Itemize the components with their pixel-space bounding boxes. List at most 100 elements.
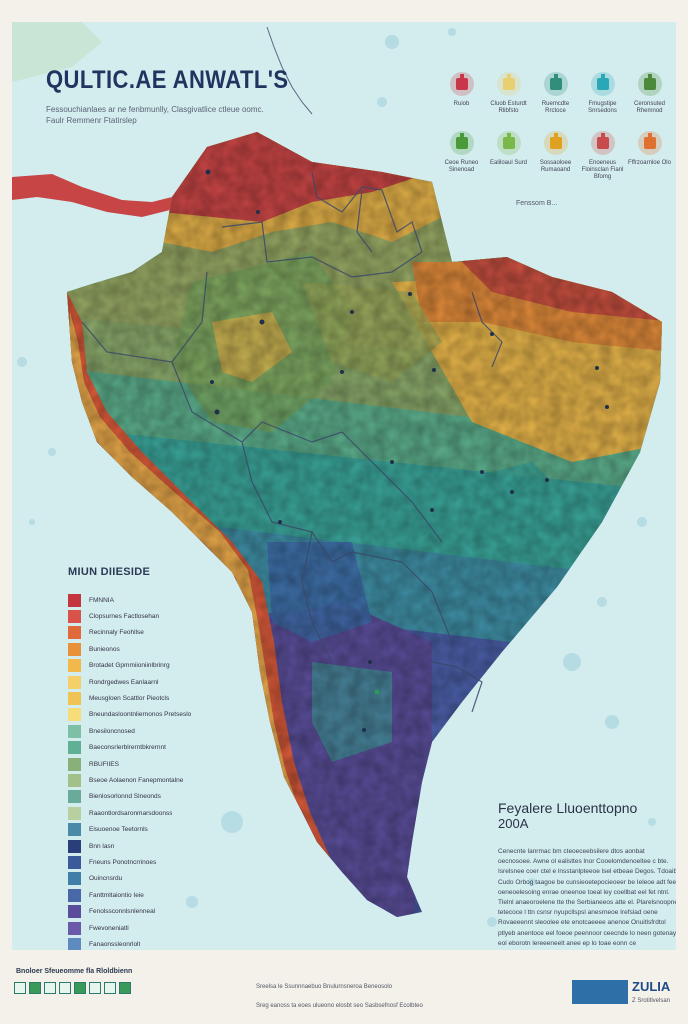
legend-swatch <box>68 905 81 919</box>
info-year: 200A <box>498 816 529 831</box>
legend-label: Eisuoenoe Teetornls <box>89 826 148 834</box>
legend-label: RBUFIIES <box>89 760 119 768</box>
legend-swatch <box>68 626 81 640</box>
legend-item: FMNNIA <box>68 592 238 608</box>
legend-item: Fenolssconnlsnlenneal <box>68 903 238 919</box>
badge-icon <box>119 982 131 994</box>
house-icon <box>637 72 662 96</box>
legend-item: Fneuns Ponotncrrinoes <box>68 854 238 870</box>
legend-label: FMNNIA <box>89 596 114 604</box>
info-text: Cenecnte lanrmac bm cteoeceebsilere dtos… <box>498 848 676 947</box>
legend-label: Bneundasloontnliernonos Pretseslo <box>89 711 192 719</box>
icon-legend: Ruiob Cluob Esturdt Rlibfsto Ruemcdte Rrct… <box>438 70 674 181</box>
legend-swatch <box>68 839 81 853</box>
legend-swatch <box>68 773 81 787</box>
drop-icon <box>590 72 615 96</box>
legend-label: Fanttmltaiontio Ieie <box>89 891 144 899</box>
legend-swatch <box>68 692 81 706</box>
footer: Bnoloer Sfeueomme fla Rloldbienn Sreelsa… <box>0 950 688 1024</box>
icon-legend-item: Fmugstipe Snrsedons <box>579 70 626 115</box>
legend-swatch <box>68 610 81 624</box>
brand-subtitle: Z Srotitlvelsan <box>632 998 671 1004</box>
legend-swatch <box>68 675 81 689</box>
legend-swatch <box>68 790 81 804</box>
legend-item: Recinnaly Feohllse <box>68 625 238 641</box>
legend-label: Fanaonssleonrlolt <box>89 940 141 948</box>
legend-item: RBUFIIES <box>68 756 238 772</box>
legend-label: Fneuns Ponotncrrinoes <box>89 858 157 866</box>
icon-legend-label: Cluob Esturdt Rlibfsto <box>490 101 527 114</box>
badge-icon <box>44 982 56 994</box>
icon-legend-item: Cluob Esturdt Rlibfsto <box>485 70 532 115</box>
legend-label: Raaontlordsaronmarsdoonss <box>89 809 173 817</box>
legend-item: Bienlosorlonnd Slneonds <box>68 789 238 805</box>
legend-swatch <box>68 593 81 607</box>
legend-item: Fwevoneniatll <box>68 920 238 936</box>
legend-swatch <box>68 659 81 673</box>
icon-legend-item: Fffrzoarnloe Olo <box>626 129 673 181</box>
legend-label: Ouincnsrdu <box>89 875 123 883</box>
legend-item: Meusgloen Scattlor Pieotcls <box>68 690 238 706</box>
location-icon <box>637 131 662 155</box>
legend-title: MIUN DIIESIDE <box>68 566 151 578</box>
legend-swatch <box>68 724 81 738</box>
farm-icon <box>449 131 474 155</box>
legend-swatch <box>68 757 81 771</box>
legend-item: Brotadet Gpmmiioniinlbrinrg <box>68 658 238 674</box>
well-icon <box>496 131 521 155</box>
legend-item: Eisuoenoe Teetornls <box>68 821 238 837</box>
legend-item: Bunieonos <box>68 641 238 657</box>
map-markers <box>205 169 609 732</box>
legend-item: Fanttmltaiontio Ieie <box>68 887 238 903</box>
legend-label: Bnesiloncnosed <box>89 727 135 735</box>
legend-item: Raaontlordsaronmarsdoonss <box>68 805 238 821</box>
ocean-speckles <box>17 28 656 927</box>
icon-legend-label: Ceoe Runeo Sinenoad <box>444 160 479 173</box>
map-subtitle: Fessouchianlaes ar ne fenbmunlly, Clasgi… <box>46 105 264 125</box>
legend-swatch <box>68 937 81 950</box>
legend-item: Bseoe Aolaenon Fanepmontalne <box>68 772 238 788</box>
dome-icon <box>543 131 568 155</box>
legend-label: Bienlosorlonnd Slneonds <box>89 793 161 801</box>
legend-label: Bseoe Aolaenon Fanepmontalne <box>89 776 184 784</box>
badge-icon <box>104 982 116 994</box>
footer-credit-line: Sreelsa le Ssunnnaebuo Bnulurnsneroa Ben… <box>256 984 393 990</box>
legend-label: Bnn lasn <box>89 842 115 850</box>
map-frame: QULTIC.AE ANWATL'S Fessouchianlaes ar ne… <box>12 22 676 950</box>
icon-legend-label: Enoeneus Floinsclan Fianl Bfomg <box>581 160 624 180</box>
pin-icon <box>496 72 521 96</box>
legend-label: Baeconsrlerblrerntbkrernnt <box>89 744 166 752</box>
icon-legend-item: Ceoe Runeo Sinenoad <box>438 129 485 181</box>
legend-label: Fenolssconnlsnlenneal <box>89 908 156 916</box>
footer-credits: Sreelsa le Ssunnnaebuo Bnulurnsneroa Ben… <box>256 978 423 1016</box>
brand[interactable]: ZULIA Z Srotitlvelsan <box>572 980 670 1008</box>
legend-items: FMNNIA Clopsurnes Factlosehan Recinnaly Fe… <box>68 592 238 950</box>
brand-name: ZULIA <box>632 979 671 994</box>
badge-icon <box>74 982 86 994</box>
icon-legend-label: Sossaoloee Rumaoand <box>539 160 572 173</box>
footer-left-text: Bnoloer Sfeueomme fla Rloldbienn <box>16 968 133 975</box>
legend-item: Bnn lasn <box>68 838 238 854</box>
legend-swatch <box>68 806 81 820</box>
icon-legend-item: Enoeneus Floinsclan Fianl Bfomg <box>579 129 626 181</box>
tree-icon <box>543 72 568 96</box>
info-title: Feyalere Lluoenttopno <box>498 800 638 816</box>
plant-icon <box>590 131 615 155</box>
legend-item: Fanaonssleonrlolt <box>68 936 238 950</box>
map-title: QULTIC.AE ANWATL'S <box>46 66 289 94</box>
brand-logo-icon <box>572 980 628 1004</box>
legend-swatch <box>68 921 81 935</box>
legend-label: Meusgloen Scattlor Pieotcls <box>89 695 170 703</box>
badge-icon <box>29 982 41 994</box>
legend-label: Clopsurnes Factlosehan <box>89 613 160 621</box>
continent-map[interactable] <box>12 22 676 950</box>
legend-swatch <box>68 872 81 886</box>
footer-badges <box>14 982 131 994</box>
icon-legend-label: Ealiloaul Surd <box>489 160 528 166</box>
legend-swatch <box>68 888 81 902</box>
icon-legend-item: Sossaoloee Rumaoand <box>532 129 579 181</box>
icon-legend-label: Ceronsuted Rhemnod <box>633 101 666 114</box>
icon-legend-item: Ruemcdte Rrctoce <box>532 70 579 115</box>
legend-item: Bnesiloncnosed <box>68 723 238 739</box>
legend-item: Rondrgedwes Eanlaarnl <box>68 674 238 690</box>
